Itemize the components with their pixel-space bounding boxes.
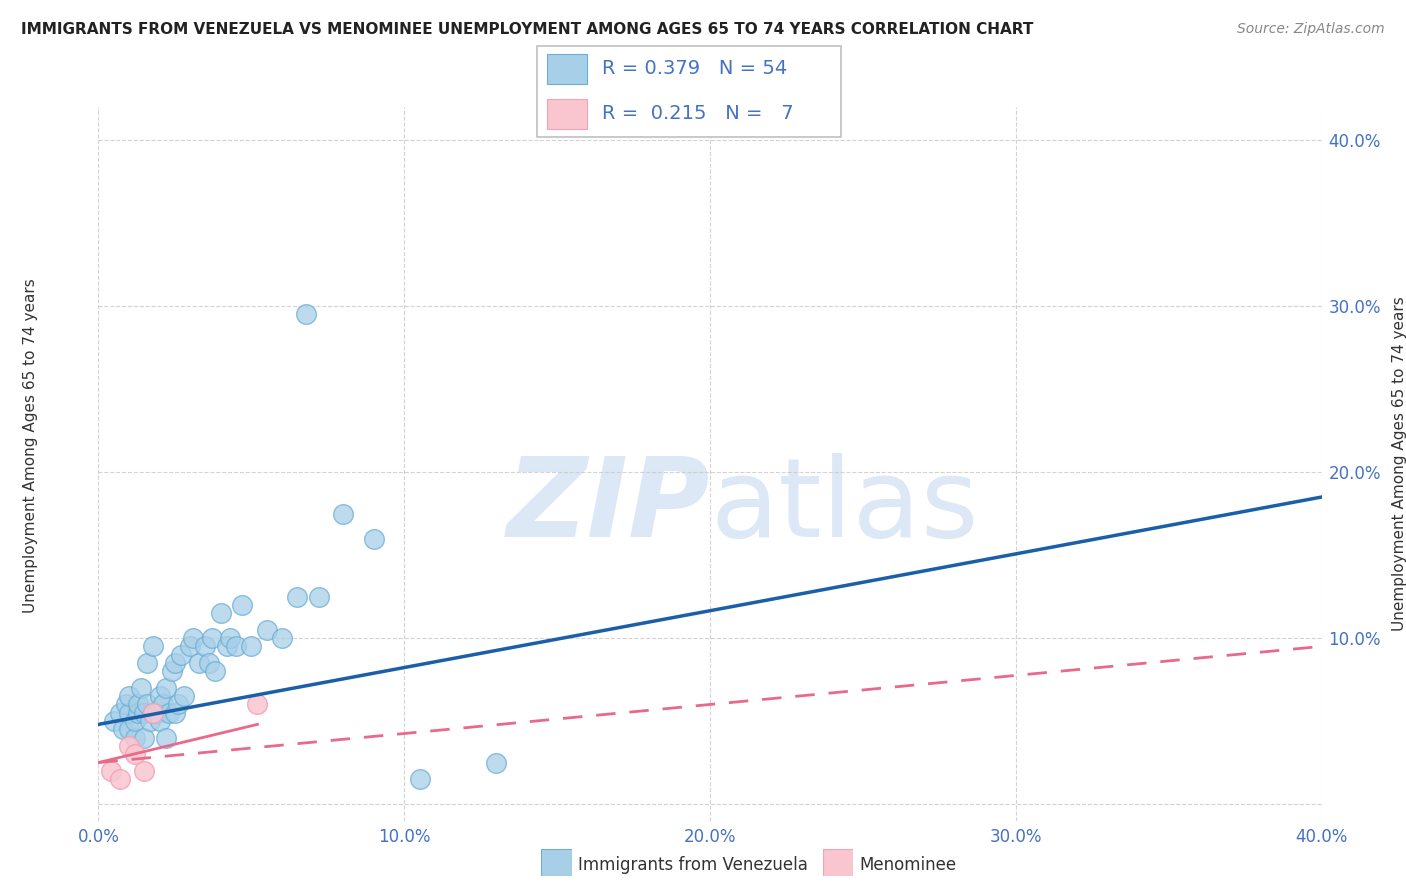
Point bbox=[285, 590, 308, 604]
Point bbox=[155, 681, 177, 695]
Text: Unemployment Among Ages 65 to 74 years: Unemployment Among Ages 65 to 74 years bbox=[24, 278, 38, 614]
Text: ZIP: ZIP bbox=[506, 453, 710, 560]
Point bbox=[219, 631, 242, 645]
Point bbox=[100, 764, 122, 778]
Y-axis label: Unemployment Among Ages 65 to 74 years: Unemployment Among Ages 65 to 74 years bbox=[1392, 296, 1406, 632]
Point bbox=[134, 764, 156, 778]
Point bbox=[485, 756, 508, 770]
Point bbox=[136, 656, 159, 670]
Point bbox=[142, 706, 165, 720]
Point bbox=[270, 631, 292, 645]
Point bbox=[295, 308, 318, 322]
Point bbox=[160, 665, 183, 679]
Point bbox=[215, 640, 238, 654]
Point bbox=[124, 731, 146, 745]
Point bbox=[167, 698, 190, 712]
Point bbox=[155, 731, 177, 745]
Point bbox=[127, 698, 149, 712]
Point bbox=[163, 706, 186, 720]
Point bbox=[197, 656, 219, 670]
Point bbox=[363, 532, 385, 546]
Point bbox=[246, 698, 269, 712]
Point bbox=[108, 706, 131, 720]
Point bbox=[134, 706, 156, 720]
Text: IMMIGRANTS FROM VENEZUELA VS MENOMINEE UNEMPLOYMENT AMONG AGES 65 TO 74 YEARS CO: IMMIGRANTS FROM VENEZUELA VS MENOMINEE U… bbox=[21, 22, 1033, 37]
Point bbox=[157, 706, 180, 720]
Point bbox=[152, 698, 174, 712]
Point bbox=[108, 772, 131, 786]
Point bbox=[163, 656, 186, 670]
Point bbox=[103, 714, 125, 728]
Text: Source: ZipAtlas.com: Source: ZipAtlas.com bbox=[1237, 22, 1385, 37]
Point bbox=[142, 706, 165, 720]
Point bbox=[179, 640, 201, 654]
Text: R =  0.215   N =   7: R = 0.215 N = 7 bbox=[602, 104, 794, 123]
Text: Menominee: Menominee bbox=[859, 856, 956, 874]
Point bbox=[149, 714, 172, 728]
Point bbox=[124, 747, 146, 762]
Point bbox=[149, 689, 172, 703]
FancyBboxPatch shape bbox=[547, 99, 586, 129]
Point bbox=[194, 640, 217, 654]
Point bbox=[188, 656, 211, 670]
Text: atlas: atlas bbox=[710, 453, 979, 560]
Point bbox=[118, 723, 141, 737]
Point bbox=[118, 706, 141, 720]
Point bbox=[240, 640, 263, 654]
Point bbox=[408, 772, 430, 786]
Point bbox=[111, 723, 134, 737]
Point bbox=[142, 640, 165, 654]
Point bbox=[173, 689, 195, 703]
Point bbox=[115, 698, 138, 712]
Text: Immigrants from Venezuela: Immigrants from Venezuela bbox=[578, 856, 807, 874]
Point bbox=[124, 714, 146, 728]
Point bbox=[181, 631, 204, 645]
Point bbox=[204, 665, 226, 679]
Point bbox=[332, 507, 354, 521]
Text: R = 0.379   N = 54: R = 0.379 N = 54 bbox=[602, 60, 787, 78]
Point bbox=[231, 598, 253, 612]
Point bbox=[145, 706, 167, 720]
Point bbox=[200, 631, 222, 645]
FancyBboxPatch shape bbox=[541, 849, 572, 876]
Point bbox=[127, 706, 149, 720]
Point bbox=[129, 681, 152, 695]
Point bbox=[225, 640, 247, 654]
Point bbox=[134, 731, 156, 745]
Point bbox=[209, 606, 232, 620]
Point bbox=[139, 714, 162, 728]
Point bbox=[136, 698, 159, 712]
FancyBboxPatch shape bbox=[823, 849, 853, 876]
Point bbox=[308, 590, 330, 604]
Point bbox=[170, 648, 193, 662]
FancyBboxPatch shape bbox=[547, 54, 586, 84]
Point bbox=[118, 739, 141, 753]
FancyBboxPatch shape bbox=[537, 45, 841, 137]
Point bbox=[118, 689, 141, 703]
Point bbox=[256, 623, 278, 637]
